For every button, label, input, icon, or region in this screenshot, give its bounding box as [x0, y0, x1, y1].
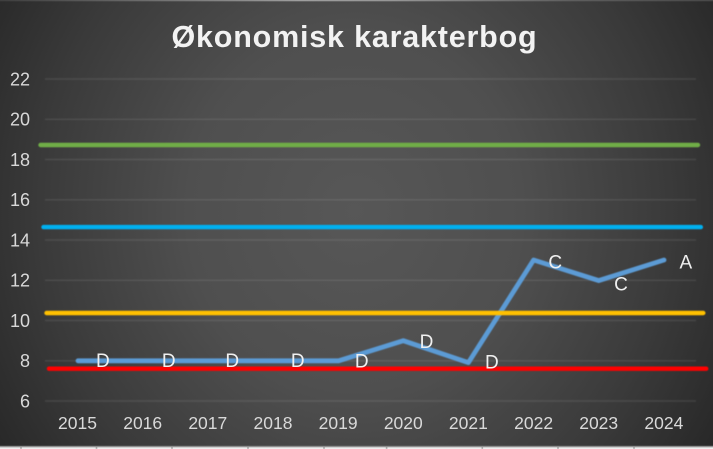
svg-text:C: C	[614, 275, 628, 296]
svg-text:2023: 2023	[579, 413, 618, 433]
svg-text:2018: 2018	[254, 413, 293, 433]
svg-text:8: 8	[20, 351, 30, 371]
svg-text:2015: 2015	[58, 413, 97, 433]
svg-text:14: 14	[10, 230, 30, 250]
svg-text:10: 10	[10, 311, 30, 331]
svg-text:22: 22	[10, 69, 30, 89]
svg-text:2016: 2016	[123, 413, 162, 433]
svg-text:16: 16	[10, 190, 30, 210]
svg-text:2017: 2017	[188, 413, 227, 433]
svg-text:D: D	[355, 351, 369, 372]
svg-text:C: C	[548, 252, 562, 273]
svg-text:18: 18	[10, 150, 30, 170]
svg-text:2020: 2020	[384, 413, 423, 433]
svg-text:D: D	[96, 351, 110, 372]
svg-text:D: D	[420, 332, 434, 353]
svg-text:D: D	[291, 351, 305, 372]
svg-text:D: D	[225, 351, 239, 372]
svg-text:2019: 2019	[319, 413, 358, 433]
svg-text:2022: 2022	[514, 413, 553, 433]
svg-text:Økonomisk karakterbog: Økonomisk karakterbog	[172, 20, 538, 54]
svg-text:6: 6	[20, 391, 30, 411]
svg-text:12: 12	[10, 271, 30, 291]
svg-text:A: A	[680, 252, 693, 273]
svg-text:D: D	[162, 351, 176, 372]
svg-text:20: 20	[10, 110, 30, 130]
svg-text:2021: 2021	[449, 413, 488, 433]
svg-text:D: D	[485, 353, 499, 374]
svg-text:2024: 2024	[644, 413, 683, 433]
